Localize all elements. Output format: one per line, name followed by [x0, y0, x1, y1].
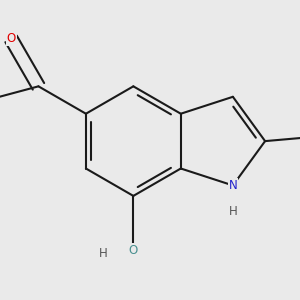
Text: N: N [229, 179, 237, 192]
Text: O: O [6, 32, 16, 45]
Text: H: H [229, 205, 237, 218]
Text: O: O [129, 244, 138, 257]
Text: H: H [99, 247, 108, 260]
